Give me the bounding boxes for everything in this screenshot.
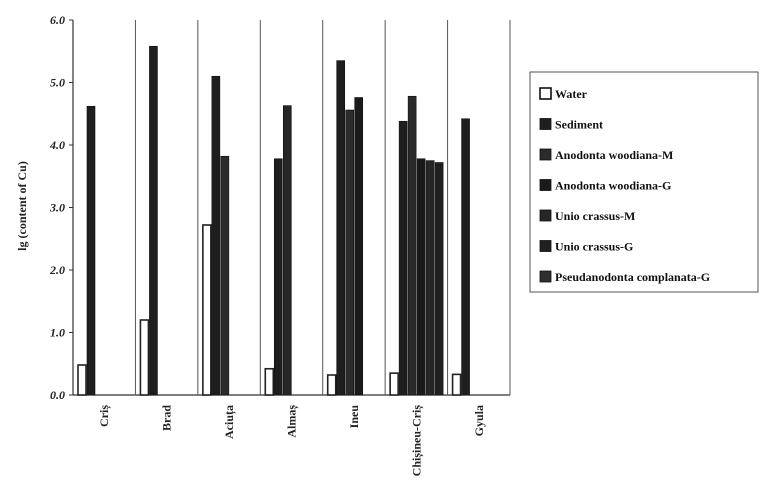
bar-anodonta-woodiana-g — [354, 97, 364, 396]
y-tick-label: 5.0 — [50, 76, 65, 90]
category-label: Gyula — [472, 405, 486, 436]
y-tick-label: 2.0 — [49, 263, 65, 277]
bar-water — [389, 372, 399, 396]
legend-swatch — [539, 209, 552, 222]
y-tick-label: 6.0 — [50, 13, 65, 27]
legend-swatch — [539, 87, 552, 100]
bar-water — [451, 373, 462, 396]
legend-label: Sediment — [555, 118, 603, 132]
y-axis-label: lg (content of Cu) — [15, 161, 29, 251]
bar-sediment — [273, 158, 283, 396]
category-label: Almaș — [285, 405, 300, 438]
bar-sediment — [461, 118, 470, 396]
category-label: Chișineu-Criș — [409, 405, 424, 477]
category-label: Aciuța — [222, 405, 237, 439]
legend-label: Pseudanodonta complanata-G — [555, 270, 710, 284]
bar-water — [264, 367, 275, 396]
y-tick-label: 3.0 — [49, 201, 65, 215]
legend-box — [529, 71, 759, 293]
y-tick-label: 4.0 — [49, 138, 65, 152]
category-label: Brad — [160, 405, 174, 431]
legend-swatch — [539, 240, 552, 252]
y-tick-label: 1.0 — [50, 326, 65, 340]
legend-label: Anodonta woodiana-G — [555, 179, 671, 193]
bar-sediment — [398, 120, 408, 396]
legend-label: Anodonta woodiana-M — [555, 148, 673, 162]
bar-water — [139, 319, 150, 396]
bar-sediment — [86, 105, 96, 396]
bar-unio-crassus-m — [425, 160, 435, 396]
legend-swatch — [539, 118, 552, 130]
legend-label: Unio crassus-M — [555, 209, 635, 223]
bar-water — [202, 224, 212, 396]
legend-label: Unio crassus-G — [555, 240, 633, 254]
category-label: Criș — [97, 405, 112, 427]
bar-anodonta-woodiana-m — [345, 109, 355, 396]
bar-water — [77, 364, 87, 396]
bar-unio-crassus-m — [282, 105, 292, 396]
y-tick-label: 0.0 — [50, 388, 65, 402]
category-label: Ineu — [347, 405, 361, 429]
legend-swatch — [539, 179, 552, 191]
bar-water — [326, 374, 337, 396]
bar-anodonta-woodiana-m — [220, 155, 230, 396]
legend-label: Water — [555, 87, 588, 101]
legend-swatch — [539, 270, 552, 283]
bar-sediment — [149, 45, 158, 396]
legend-swatch — [539, 148, 552, 161]
bar-unio-crassus-g — [434, 162, 444, 396]
bar-sediment — [211, 75, 221, 396]
bar-anodonta-woodiana-m — [407, 95, 417, 396]
bar-anodonta-woodiana-g — [416, 158, 426, 396]
bar-sediment — [336, 60, 346, 396]
